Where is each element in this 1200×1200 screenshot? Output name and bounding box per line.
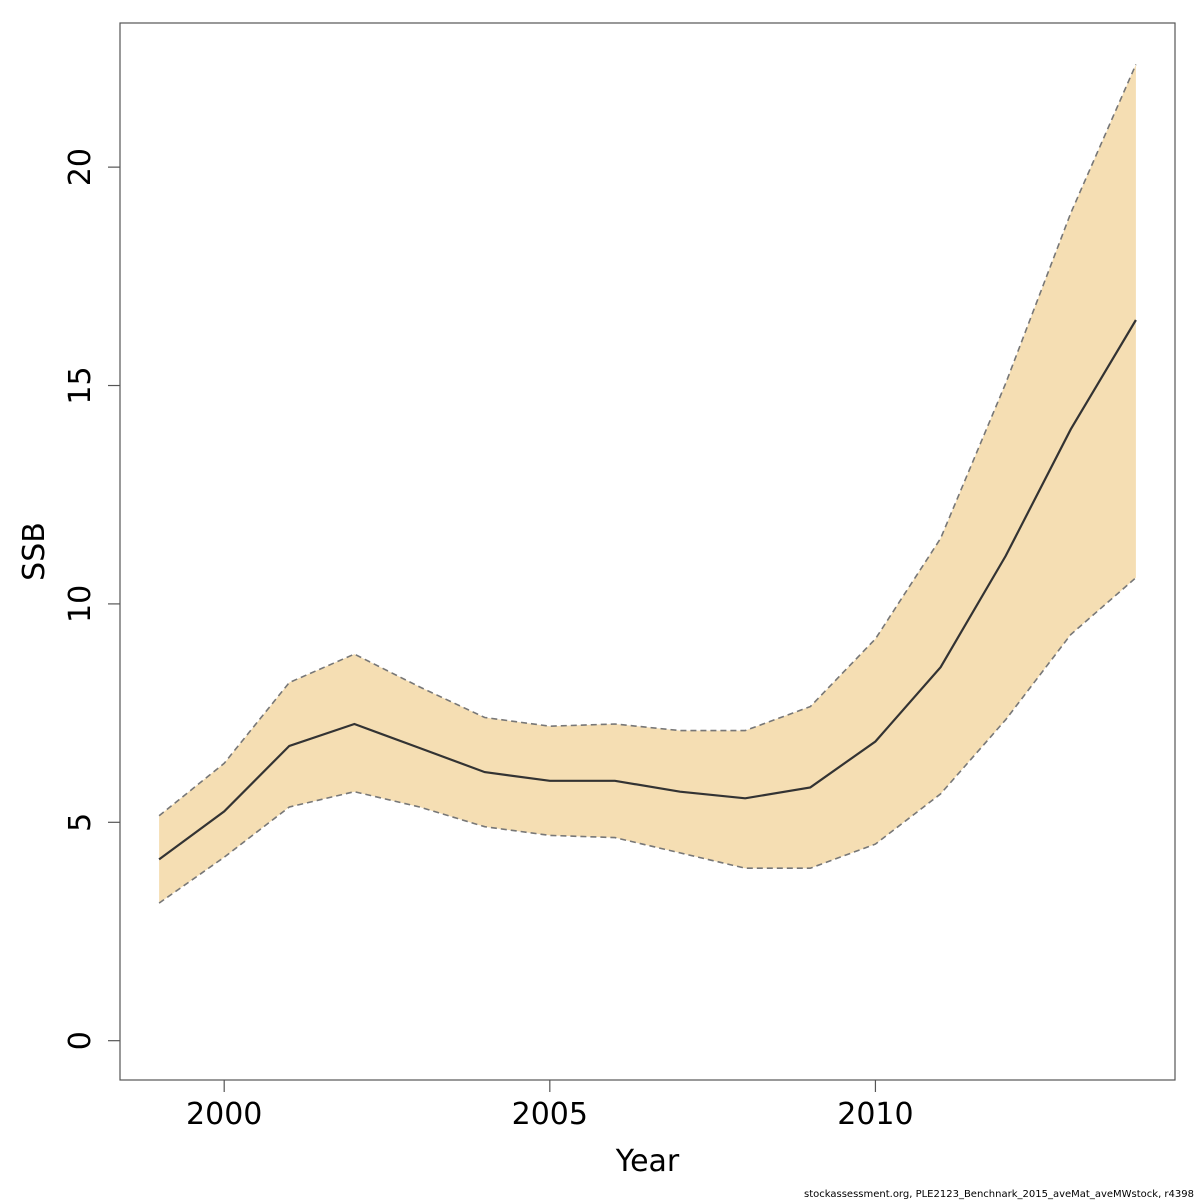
x-axis-title: Year (615, 1144, 680, 1179)
credit-text: stockassessment.org, PLE2123_Benchnark_2… (804, 1189, 1194, 1200)
y-axis: 0 5 10 15 20 (63, 148, 120, 1050)
upper-bound-line (158, 64, 1137, 817)
y-tick-label: 0 (63, 1031, 98, 1050)
x-tick-label: 2005 (512, 1097, 588, 1132)
x-tick-label: 2000 (186, 1097, 262, 1132)
y-tick-label: 5 (63, 813, 98, 832)
plot-frame (119, 22, 1176, 1081)
confidence-band (159, 64, 1136, 904)
lower-bound-line (158, 577, 1137, 904)
ssb-estimate-line (158, 319, 1137, 861)
x-axis: 2000 2005 2010 (186, 1080, 914, 1132)
y-tick-label: 15 (63, 366, 98, 404)
x-tick-label: 2010 (837, 1097, 913, 1132)
y-axis-title: SSB (17, 522, 52, 581)
y-tick-label: 20 (63, 148, 98, 186)
y-tick-label: 10 (63, 585, 98, 623)
